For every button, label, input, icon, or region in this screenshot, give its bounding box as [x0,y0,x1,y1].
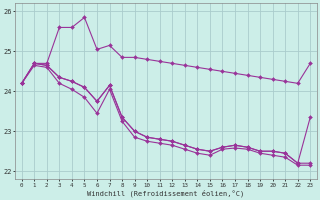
X-axis label: Windchill (Refroidissement éolien,°C): Windchill (Refroidissement éolien,°C) [87,189,244,197]
